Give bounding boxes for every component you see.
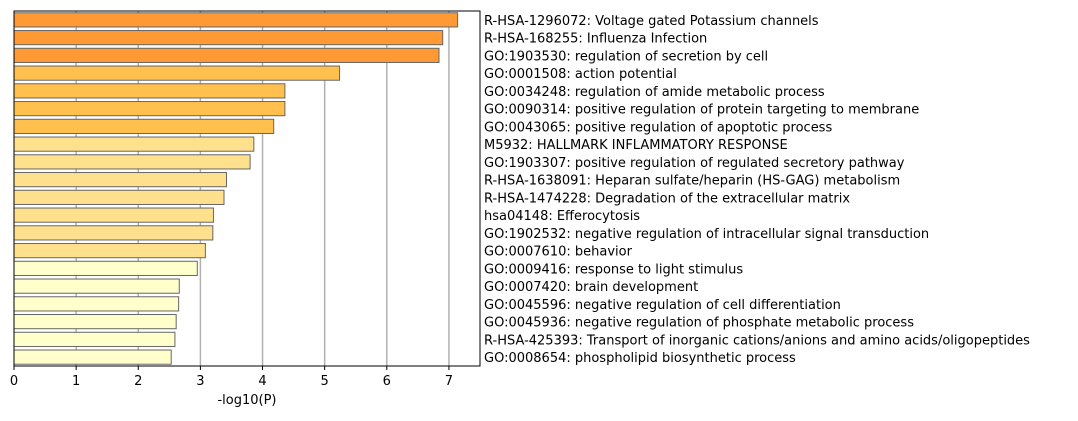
category-label: GO:1903530: regulation of secretion by c… bbox=[484, 49, 768, 64]
bar bbox=[13, 154, 251, 170]
bar bbox=[13, 12, 459, 28]
category-label: R-HSA-425393: Transport of inorganic cat… bbox=[484, 333, 1030, 348]
category-label: GO:0001508: action potential bbox=[484, 67, 677, 82]
x-tick-label: 1 bbox=[72, 374, 80, 389]
bar bbox=[13, 207, 214, 223]
bar bbox=[13, 225, 214, 241]
grid-layer bbox=[75, 11, 450, 366]
x-tick-label: 4 bbox=[258, 374, 266, 389]
bar bbox=[13, 172, 227, 188]
category-label: GO:0045596: negative regulation of cell … bbox=[484, 298, 841, 313]
tick-layer: 0 1 2 3 4 5 6 7 bbox=[10, 366, 453, 389]
x-tick-label: 5 bbox=[321, 374, 329, 389]
category-label: R-HSA-168255: Influenza Infection bbox=[484, 32, 707, 47]
category-label: M5932: HALLMARK INFLAMMATORY RESPONSE bbox=[484, 138, 788, 153]
category-label: GO:0008654: phospholipid biosynthetic pr… bbox=[484, 351, 796, 366]
x-tick-label: 0 bbox=[10, 374, 18, 389]
bar bbox=[13, 47, 440, 63]
category-label: GO:1903307: positive regulation of regul… bbox=[484, 156, 905, 171]
bar bbox=[13, 83, 286, 99]
bar bbox=[13, 349, 172, 365]
bar bbox=[13, 314, 177, 330]
x-tick-label: 3 bbox=[196, 374, 204, 389]
bar bbox=[13, 136, 255, 152]
x-tick-label: 6 bbox=[383, 374, 391, 389]
bar bbox=[13, 278, 180, 294]
category-label: hsa04148: Efferocytosis bbox=[484, 209, 640, 224]
bar bbox=[13, 260, 198, 276]
category-label: GO:0090314: positive regulation of prote… bbox=[484, 103, 919, 118]
category-label: R-HSA-1638091: Heparan sulfate/heparin (… bbox=[484, 174, 900, 189]
category-label: GO:0009416: response to light stimulus bbox=[484, 262, 743, 277]
bar bbox=[13, 296, 180, 312]
category-label: GO:0043065: positive regulation of apopt… bbox=[484, 120, 832, 135]
bar bbox=[13, 331, 176, 347]
category-label: GO:0007420: brain development bbox=[484, 280, 698, 295]
bar bbox=[13, 30, 444, 46]
label-layer: R-HSA-1296072: Voltage gated Potassium c… bbox=[484, 14, 1030, 366]
bar bbox=[13, 118, 275, 134]
bar bbox=[13, 243, 206, 259]
category-label: R-HSA-1296072: Voltage gated Potassium c… bbox=[484, 14, 819, 29]
category-label: GO:1902532: negative regulation of intra… bbox=[484, 227, 929, 242]
x-tick-label: 7 bbox=[445, 374, 453, 389]
category-label: GO:0007610: behavior bbox=[484, 245, 633, 260]
category-label: GO:0034248: regulation of amide metaboli… bbox=[484, 85, 825, 100]
x-tick-label: 2 bbox=[134, 374, 142, 389]
bar bbox=[13, 101, 286, 117]
bar bbox=[13, 189, 225, 205]
category-label: GO:0045936: negative regulation of phosp… bbox=[484, 316, 914, 331]
bar bbox=[13, 65, 341, 81]
bar-layer bbox=[13, 12, 459, 365]
plot-frame bbox=[13, 10, 481, 367]
x-axis-title: -log10(P) bbox=[217, 393, 276, 408]
category-label: R-HSA-1474228: Degradation of the extrac… bbox=[484, 191, 850, 206]
